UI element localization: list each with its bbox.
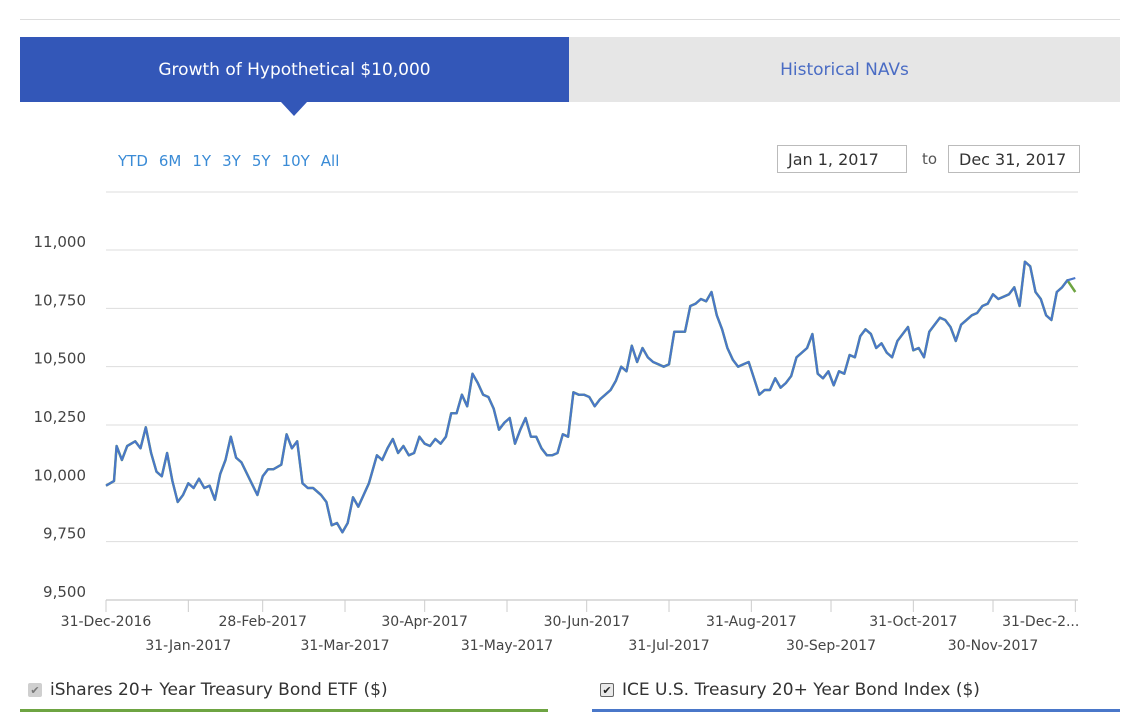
top-divider [20,19,1120,20]
x-tick-label: 31-Jul-2017 [628,638,709,654]
x-tick-label: 30-Nov-2017 [948,638,1039,654]
legend-etf-label: iShares 20+ Year Treasury Bond ETF ($) [50,680,388,700]
range-ytd[interactable]: YTD [118,152,148,170]
x-tick-label: 31-Oct-2017 [869,614,957,630]
x-axis: 31-Dec-2016 31-Jan-2017 28-Feb-2017 31-Mar-… [61,600,1079,654]
checkbox-checked-icon[interactable]: ✔ [600,683,614,697]
y-tick-label: 10,250 [34,408,87,426]
series-line-index [105,260,1076,534]
date-range-to-label: to [922,150,938,168]
legend-index-label: ICE U.S. Treasury 20+ Year Bond Index ($… [622,680,980,700]
legend-etf[interactable]: ✔ iShares 20+ Year Treasury Bond ETF ($) [28,680,388,700]
end-date-input[interactable]: Dec 31, 2017 [948,145,1080,173]
range-6m[interactable]: 6M [158,152,182,170]
growth-chart: 9,500 9,750 10,000 10,250 10,500 10,750 11,000… [34,191,1079,654]
x-tick-label: 30-Sep-2017 [786,638,876,654]
y-tick-label: 9,750 [43,525,86,543]
range-all[interactable]: All [320,152,340,170]
y-tick-label: 10,000 [34,466,87,484]
series-line-etf [105,260,1077,534]
tab-historical-navs-label: Historical NAVs [780,59,909,80]
start-date-input[interactable]: Jan 1, 2017 [777,145,907,173]
range-3y[interactable]: 3Y [222,152,241,170]
legend-index[interactable]: ✔ ICE U.S. Treasury 20+ Year Bond Index … [600,680,980,700]
range-10y[interactable]: 10Y [281,152,310,170]
y-axis: 9,500 9,750 10,000 10,250 10,500 10,750 11,000 [34,233,87,601]
y-tick-label: 11,000 [34,233,87,251]
x-tick-label: 31-Dec-2016 [61,614,152,630]
tab-growth-label: Growth of Hypothetical $10,000 [158,59,431,80]
y-tick-label: 9,500 [43,583,86,601]
active-tab-pointer [281,102,307,116]
series-lines [105,260,1077,534]
tab-historical-navs[interactable]: Historical NAVs [569,37,1120,102]
x-tick-label: 31-Aug-2017 [706,614,797,630]
range-5y[interactable]: 5Y [251,152,271,170]
tab-growth[interactable]: Growth of Hypothetical $10,000 [20,37,569,102]
y-tick-label: 10,500 [34,350,87,368]
range-selector: YTD 6M 1Y 3Y 5Y 10Y All [118,152,339,170]
x-tick-label: 28-Feb-2017 [219,614,307,630]
x-tick-label: 30-Apr-2017 [381,614,468,630]
y-tick-label: 10,750 [34,291,87,309]
x-tick-label: 31-May-2017 [461,638,553,654]
grid-lines [106,191,1078,601]
x-tick-label: 30-Jun-2017 [544,614,630,630]
legend-index-color-bar [592,709,1120,712]
x-tick-label: 31-Jan-2017 [145,638,231,654]
x-tick-label: 31-Dec-2... [1002,614,1079,630]
x-tick-label: 31-Mar-2017 [300,638,389,654]
legend-etf-color-bar [20,709,548,712]
checkbox-checked-icon[interactable]: ✔ [28,683,42,697]
range-1y[interactable]: 1Y [192,152,212,170]
